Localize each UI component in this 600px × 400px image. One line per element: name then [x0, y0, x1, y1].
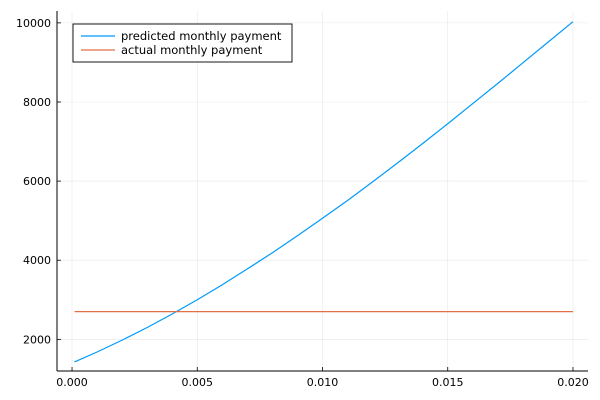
y-tick-label: 6000 — [23, 175, 51, 188]
x-tick-label: 0.010 — [307, 376, 339, 389]
y-tick-label: 8000 — [23, 96, 51, 109]
grid-lines — [57, 11, 588, 371]
x-tick-label: 0.000 — [56, 376, 88, 389]
axes — [56, 11, 588, 372]
legend-box — [72, 23, 293, 63]
legend-label-1: predicted monthly payment — [121, 29, 282, 43]
y-tick-label: 10000 — [16, 17, 51, 30]
legend-label-2: actual monthly payment — [121, 43, 263, 57]
x-tick-label: 0.020 — [557, 376, 589, 389]
x-tick-label: 0.005 — [182, 376, 214, 389]
y-tick-label: 4000 — [23, 254, 51, 267]
series-lines — [74, 21, 574, 363]
series-line-1 — [74, 21, 574, 363]
tick-labels: 0.000 0.005 0.010 0.015 0.020 2000 4000 6000 800… — [16, 17, 589, 389]
y-tick-label: 2000 — [23, 333, 51, 346]
x-tick-label: 0.015 — [432, 376, 464, 389]
